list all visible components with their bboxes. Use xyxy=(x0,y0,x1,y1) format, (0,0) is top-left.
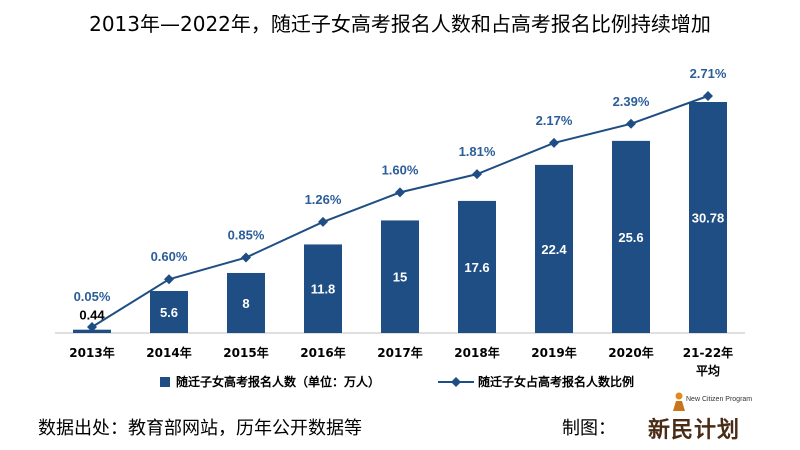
x-tick-label: 2014年 xyxy=(146,345,191,360)
ratio-marker xyxy=(703,91,713,101)
bar-value-label: 11.8 xyxy=(311,282,336,297)
ratio-marker xyxy=(395,187,405,198)
x-tick-label: 2017年 xyxy=(377,345,422,360)
ratio-marker xyxy=(472,169,482,180)
bar-value-label: 30.78 xyxy=(692,211,725,226)
x-tick-label: 21-22年 xyxy=(683,345,733,360)
ratio-value-label: 1.81% xyxy=(459,144,496,159)
ratio-value-label: 2.17% xyxy=(536,113,573,128)
bar xyxy=(381,220,419,333)
person-icon xyxy=(673,392,685,411)
legend-line-label: 随迁子女占高考报名人数比例 xyxy=(478,374,634,389)
x-tick-label: 2019年 xyxy=(531,345,576,360)
bar-value-label: 22.4 xyxy=(541,242,567,257)
bar-value-label: 25.6 xyxy=(618,230,643,245)
x-tick-label: 2015年 xyxy=(223,345,268,360)
bar xyxy=(458,200,496,333)
ratio-marker xyxy=(626,118,636,129)
bar xyxy=(535,164,573,333)
ratio-marker xyxy=(318,216,328,227)
legend-bar-swatch xyxy=(160,377,170,387)
maker-label: 制图： xyxy=(562,418,616,439)
new-citizen-logo: New Citizen Program 新民计划 xyxy=(640,390,760,446)
legend-line-marker xyxy=(451,377,461,387)
x-tick-label: 2013年 xyxy=(69,345,114,360)
ratio-value-label: 2.39% xyxy=(613,94,650,109)
logo-small-text: New Citizen Program xyxy=(686,396,753,403)
ratio-marker xyxy=(164,274,174,285)
ratio-value-label: 0.85% xyxy=(228,228,265,243)
ratio-marker xyxy=(87,322,97,332)
x-tick-label: 2016年 xyxy=(300,345,345,360)
chart-title: 2013年—2022年，随迁子女高考报名人数和占高考报名比例持续增加 xyxy=(89,12,711,36)
ratio-marker xyxy=(549,137,559,148)
ratio-value-label: 1.26% xyxy=(305,192,342,207)
bar-value-label: 15 xyxy=(393,270,407,285)
bar xyxy=(150,290,188,333)
data-source-note: 数据出处：教育部网站，历年公开数据等 xyxy=(38,418,362,439)
ratio-value-label: 0.60% xyxy=(151,249,188,264)
ratio-value-label: 0.05% xyxy=(74,289,111,304)
bar xyxy=(304,244,342,333)
x-tick-label: 2018年 xyxy=(454,345,499,360)
bar xyxy=(689,102,727,333)
legend-bar-label: 随迁子女高考报名人数（单位：万人） xyxy=(176,374,380,389)
bar-value-label: 17.6 xyxy=(464,260,489,275)
x-tick-label: 平均 xyxy=(696,363,720,378)
bar-value-label: 5.6 xyxy=(160,305,178,320)
bar xyxy=(227,272,265,333)
x-tick-label: 2020年 xyxy=(608,345,653,360)
ratio-value-label: 2.71% xyxy=(690,66,727,81)
logo-text: 新民计划 xyxy=(648,417,741,443)
bar-value-label: 8 xyxy=(242,296,249,311)
bar xyxy=(612,140,650,333)
bar-value-label: 0.44 xyxy=(79,308,105,323)
ratio-marker xyxy=(241,252,251,263)
ratio-value-label: 1.60% xyxy=(382,162,419,177)
